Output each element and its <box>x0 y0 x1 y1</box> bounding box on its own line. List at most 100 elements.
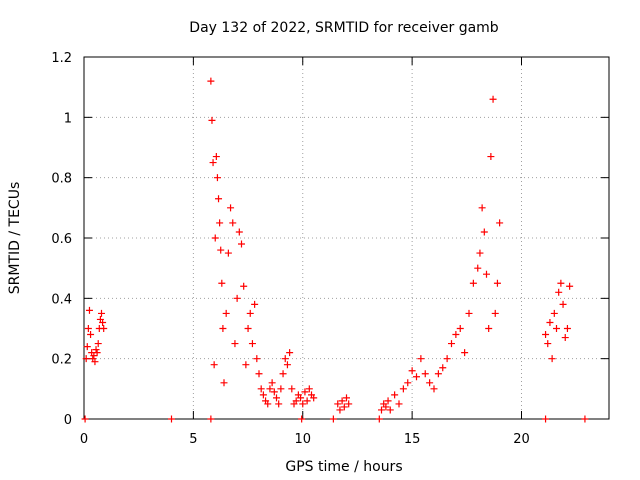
data-point <box>235 228 243 236</box>
grid <box>84 57 609 419</box>
data-point <box>275 400 283 408</box>
data-point <box>85 306 93 314</box>
data-point <box>215 195 223 203</box>
data-point <box>469 279 477 287</box>
data-point <box>222 309 230 317</box>
data-point <box>555 288 563 296</box>
data-point <box>305 385 313 393</box>
data-points <box>81 77 589 423</box>
data-point <box>452 331 460 339</box>
data-point <box>212 153 220 161</box>
y-tick-label: 0.6 <box>51 232 72 247</box>
data-point <box>219 325 227 332</box>
data-point <box>487 153 495 161</box>
data-point <box>434 370 442 378</box>
data-point <box>81 415 89 423</box>
data-point <box>483 270 490 278</box>
data-point <box>220 379 228 387</box>
data-point <box>99 318 107 326</box>
data-point <box>345 400 353 408</box>
x-tick-label: 5 <box>189 432 197 447</box>
data-point <box>218 279 226 287</box>
data-point <box>98 309 105 317</box>
x-tick-label: 0 <box>80 432 88 447</box>
data-point <box>298 415 306 423</box>
data-point <box>82 355 90 363</box>
data-point <box>207 77 215 85</box>
y-tick-label: 1 <box>64 111 72 126</box>
data-point <box>542 331 550 339</box>
data-point <box>421 370 429 378</box>
data-point <box>90 352 98 360</box>
data-point <box>566 282 574 290</box>
data-point <box>382 403 390 411</box>
data-point <box>546 318 554 326</box>
data-point <box>255 370 263 378</box>
data-point <box>242 361 250 369</box>
data-point <box>542 415 550 423</box>
data-point <box>286 349 294 357</box>
data-point <box>84 325 92 332</box>
data-point <box>216 219 224 227</box>
axis-ticks <box>83 56 609 420</box>
data-point <box>334 400 342 408</box>
chart-title: Day 132 of 2022, SRMTID for receiver gam… <box>189 20 499 36</box>
data-point <box>465 309 473 317</box>
data-point <box>550 309 558 317</box>
data-point <box>303 397 311 405</box>
data-point <box>213 174 221 182</box>
data-point <box>375 415 383 423</box>
data-point <box>399 385 407 393</box>
data-point <box>485 325 493 332</box>
data-point <box>217 246 225 254</box>
data-point <box>443 355 451 363</box>
data-point <box>233 294 241 302</box>
y-tick-label: 0 <box>64 413 72 428</box>
data-point <box>301 388 309 396</box>
data-point <box>209 159 217 167</box>
data-point <box>559 300 567 308</box>
data-point <box>329 415 337 423</box>
data-point <box>563 325 571 332</box>
data-point <box>227 204 235 212</box>
data-point <box>238 240 245 248</box>
y-tick-label: 0.2 <box>51 353 72 368</box>
y-axis-title: SRMTID / TECUs <box>7 182 23 295</box>
data-point <box>343 394 350 402</box>
x-tick-label: 15 <box>404 432 421 447</box>
data-point <box>207 415 215 423</box>
y-tick-label: 1.2 <box>51 51 72 66</box>
data-point <box>395 400 403 408</box>
data-point <box>259 391 267 399</box>
data-point <box>253 355 261 363</box>
data-point <box>257 385 265 393</box>
data-point <box>92 346 100 354</box>
data-point <box>480 228 488 236</box>
data-point <box>91 358 99 366</box>
data-point <box>268 379 276 387</box>
data-point <box>491 309 499 317</box>
data-point <box>338 397 346 405</box>
data-point <box>476 249 484 257</box>
tick-labels: 0 0.2 0.4 0.6 0.8 1 1.2 0 5 10 15 20 <box>51 51 529 447</box>
data-point <box>548 355 556 363</box>
x-tick-label: 20 <box>513 432 530 447</box>
data-point <box>224 249 232 257</box>
data-point <box>378 406 385 414</box>
data-point <box>211 234 219 242</box>
data-point <box>94 340 102 348</box>
data-point <box>408 367 416 375</box>
data-point <box>297 394 305 402</box>
data-point <box>83 343 91 351</box>
data-point <box>251 300 259 308</box>
x-tick-label: 10 <box>294 432 311 447</box>
data-point <box>493 279 501 287</box>
data-point <box>208 116 216 124</box>
data-point <box>283 361 291 369</box>
data-point <box>448 340 455 348</box>
data-point <box>248 340 256 348</box>
data-point <box>264 400 272 408</box>
data-point <box>336 406 344 414</box>
data-point <box>391 391 399 399</box>
